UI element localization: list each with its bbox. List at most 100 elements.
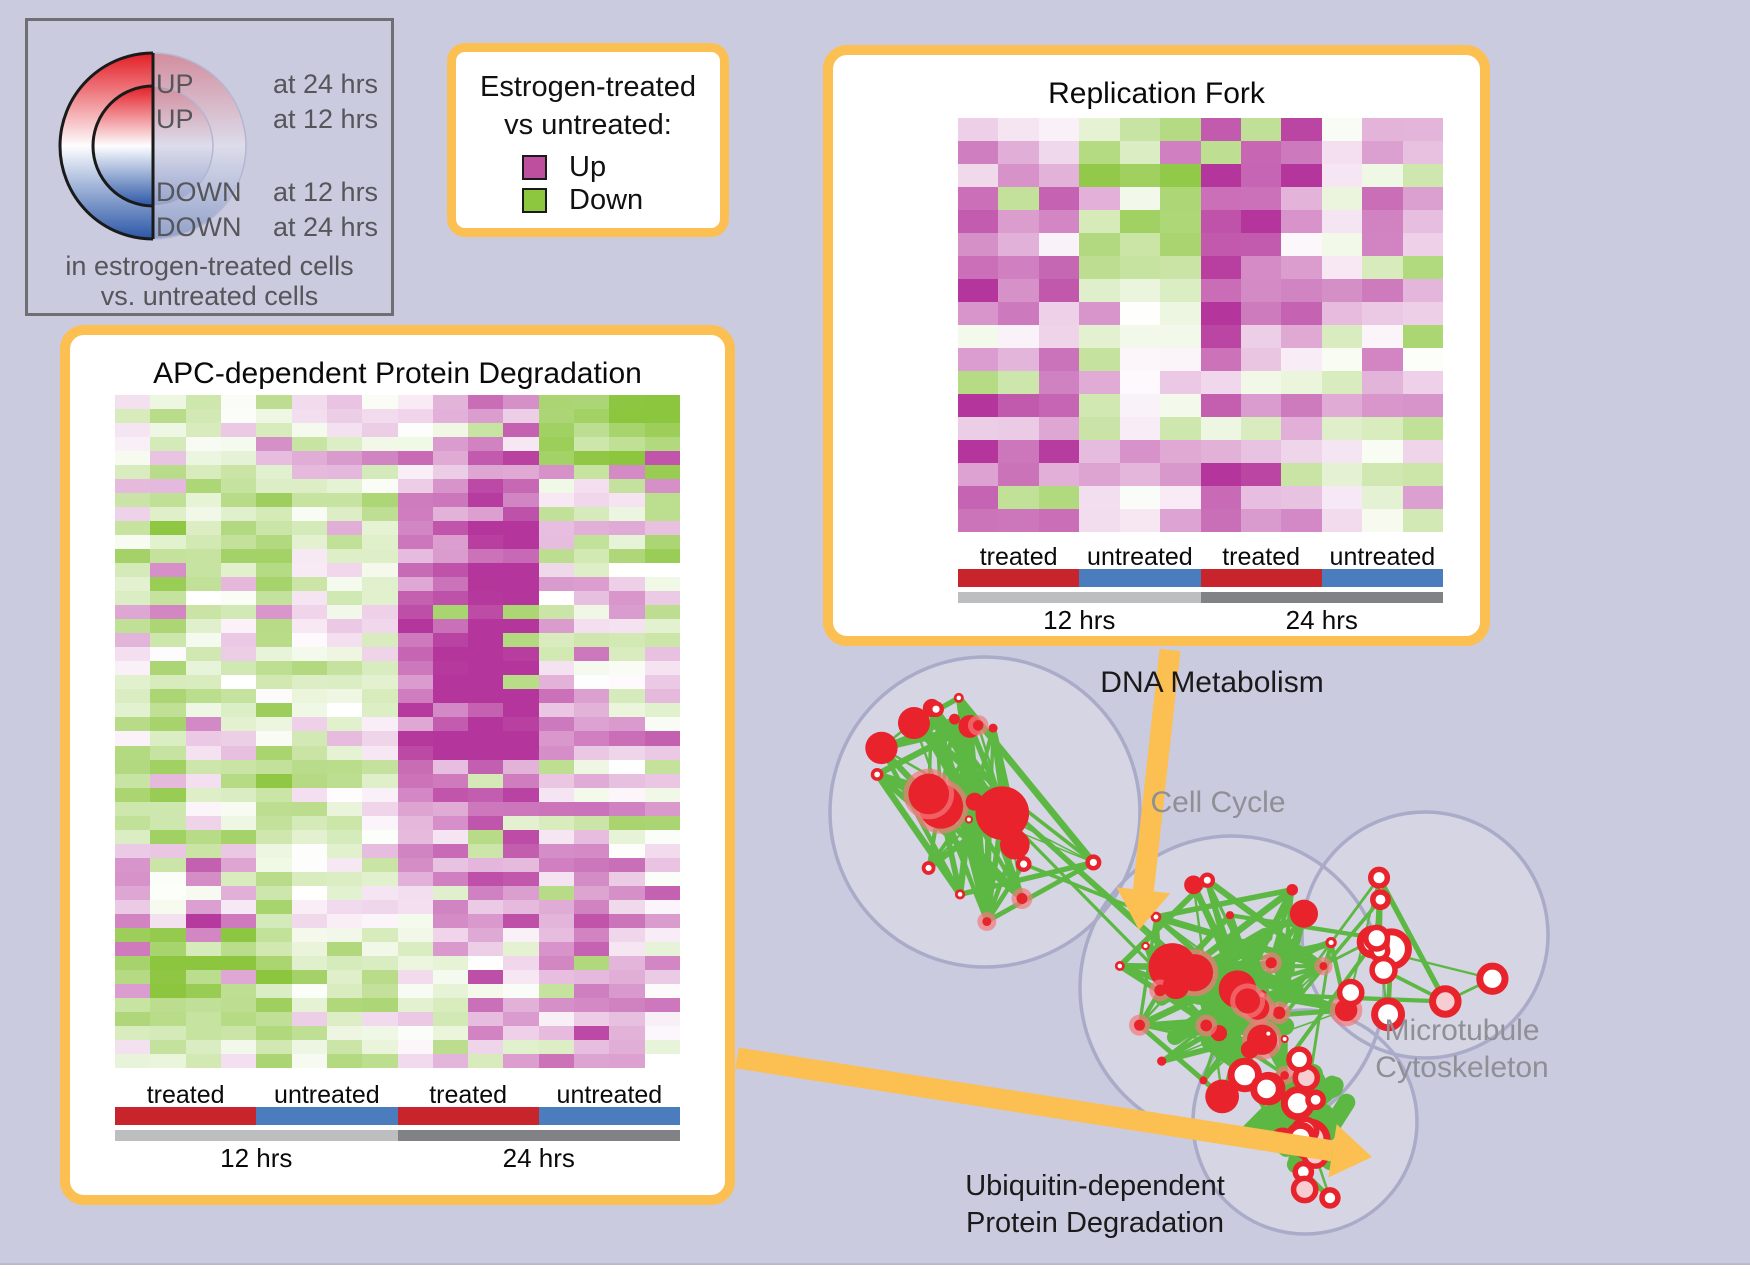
heatmap-cell [644, 689, 680, 704]
cluster-label-line: Cytoskeleton [1375, 1051, 1549, 1084]
heatmap-cell [291, 815, 327, 830]
heatmap-cell [574, 465, 610, 480]
heatmap-cell [220, 619, 257, 634]
heatmap-cell [538, 493, 575, 508]
heatmap-cell [291, 451, 327, 466]
heatmap-cell [220, 465, 257, 480]
heatmap-cell [503, 521, 539, 536]
heatmap-cell [115, 661, 151, 676]
heatmap-cell [150, 521, 186, 536]
heatmap-cell [185, 437, 221, 452]
heatmap-cell [503, 591, 539, 606]
heatmap-cell [1362, 164, 1403, 187]
heatmap-cell [609, 815, 645, 830]
heatmap-cell [326, 983, 363, 998]
heatmap-cell [220, 1039, 257, 1054]
heatmap-cell [291, 633, 327, 648]
heatmap-cell [468, 535, 504, 550]
heatmap-cell [468, 451, 504, 466]
heatmap-cell [609, 969, 645, 984]
heatmap-cell [1038, 486, 1080, 509]
heatmap-cell [609, 703, 645, 718]
heatmap-cell [432, 493, 469, 508]
heatmap-cell [503, 703, 539, 718]
heatmap-cell [291, 773, 327, 788]
heatmap-cell [185, 633, 221, 648]
heatmap-cell [1119, 371, 1161, 394]
heatmap-cell [1200, 348, 1241, 371]
heatmap-cell [150, 577, 186, 592]
heatmap-cell [1200, 187, 1241, 210]
heatmap-cell [397, 423, 433, 438]
heatmap-cell [362, 871, 398, 886]
heatmap-cell [397, 591, 433, 606]
heatmap-cell [326, 899, 363, 914]
heatmap-cell [326, 521, 363, 536]
heatmap-cell [362, 689, 398, 704]
heatmap-cell [468, 395, 504, 410]
heatmap-cell [1119, 279, 1161, 302]
heatmap-cell [644, 493, 680, 508]
heatmap-cell [185, 409, 221, 424]
heatmap-cell [326, 913, 363, 928]
heatmap-cell [468, 661, 504, 676]
heatmap-cell [397, 843, 433, 858]
heatmap-cell [1362, 394, 1403, 417]
heatmap-cell [432, 409, 469, 424]
heatmap-cell [291, 1053, 327, 1068]
heatmap-cell [1200, 233, 1241, 256]
heatmap-cell [256, 479, 292, 494]
heatmap-cell [538, 787, 575, 802]
heatmap-cell [256, 507, 292, 522]
heatmap-cell [574, 829, 610, 844]
heatmap-cell [326, 787, 363, 802]
heatmap-cell [397, 535, 433, 550]
heatmap-cell [220, 969, 257, 984]
heatmap-cell [538, 535, 575, 550]
heatmap-cell [291, 521, 327, 536]
heatmap-cell [503, 983, 539, 998]
heatmap-cell [1321, 164, 1363, 187]
heatmap-cell [432, 773, 469, 788]
heatmap-cell [644, 633, 680, 648]
sample-group-label: treated [429, 1081, 508, 1109]
heatmap-cell [362, 549, 398, 564]
sample-group-label: untreated [274, 1081, 380, 1109]
heatmap-cell [1362, 210, 1403, 233]
heatmap-cell [220, 633, 257, 648]
heatmap-cell [503, 969, 539, 984]
heatmap-cell [115, 493, 151, 508]
heatmap-cell [644, 577, 680, 592]
heatmap-cell [1240, 371, 1282, 394]
heatmap-cell [185, 829, 221, 844]
heatmap-cell [468, 983, 504, 998]
heatmap-cell [362, 717, 398, 732]
heatmap-cell [468, 549, 504, 564]
heatmap-cell [468, 829, 504, 844]
heatmap-cell [326, 927, 363, 942]
heatmap-cell [220, 563, 257, 578]
heatmap-cell [609, 787, 645, 802]
heatmap-cell [1160, 210, 1201, 233]
heatmap-cell [574, 689, 610, 704]
heatmap-cell [644, 969, 680, 984]
heatmap-cell [185, 507, 221, 522]
heatmap-cell [1281, 187, 1322, 210]
heatmap-cell [574, 633, 610, 648]
heatmap-cell [609, 577, 645, 592]
heatmap-cell [291, 829, 327, 844]
heatmap-cell [503, 941, 539, 956]
heatmap-cell [574, 423, 610, 438]
heatmap-cell [1119, 118, 1161, 141]
heatmap-cell [1240, 141, 1282, 164]
heatmap-cell [220, 605, 257, 620]
heatmap-cell [150, 1053, 186, 1068]
heatmap-cell [574, 969, 610, 984]
heatmap-cell [362, 801, 398, 816]
heatmap-cell [220, 521, 257, 536]
heatmap-cell [1402, 164, 1443, 187]
heatmap-cell [326, 493, 363, 508]
heatmap-cell [326, 871, 363, 886]
heatmap-cell [362, 759, 398, 774]
heatmap-cell [291, 717, 327, 732]
